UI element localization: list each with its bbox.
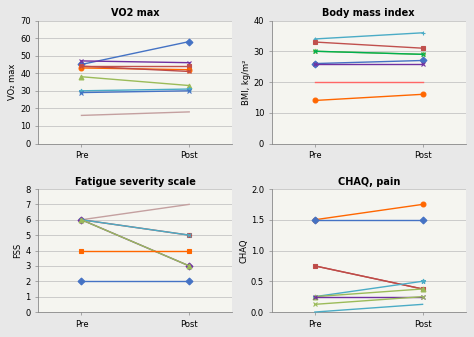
Y-axis label: VO₂ max: VO₂ max <box>9 64 18 100</box>
Title: VO2 max: VO2 max <box>111 8 160 18</box>
Y-axis label: FSS: FSS <box>14 243 23 258</box>
Title: Body mass index: Body mass index <box>322 8 415 18</box>
Title: Fatigue severity scale: Fatigue severity scale <box>75 177 196 187</box>
Title: CHAQ, pain: CHAQ, pain <box>337 177 400 187</box>
Y-axis label: BMI, kg/m²: BMI, kg/m² <box>242 59 251 105</box>
Y-axis label: CHAQ: CHAQ <box>239 238 248 263</box>
